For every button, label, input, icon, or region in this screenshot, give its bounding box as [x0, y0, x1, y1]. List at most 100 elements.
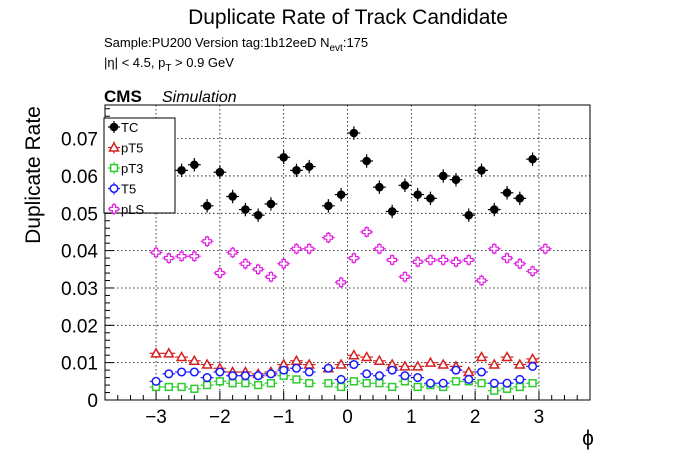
- data-point: [202, 201, 212, 211]
- data-point: [349, 128, 359, 138]
- data-point: [175, 351, 188, 362]
- y-tick-label: 0.01: [61, 354, 98, 375]
- nevt-value: :175: [343, 35, 368, 50]
- data-point: [411, 360, 424, 371]
- data-point: [349, 359, 359, 370]
- data-point: [375, 379, 384, 388]
- cms-label: CMS: [104, 87, 142, 106]
- data-point: [189, 367, 199, 377]
- data-point: [464, 374, 474, 385]
- legend-marker: [109, 163, 119, 173]
- data-point: [502, 253, 512, 263]
- data-point: [189, 251, 200, 262]
- legend-item: TC: [108, 120, 138, 135]
- data-point: [253, 264, 263, 275]
- data-point: [228, 371, 238, 381]
- data-point: [177, 367, 187, 377]
- data-point: [323, 363, 333, 373]
- cut-info: |η| < 4.5, pT > 0.9 GeV: [104, 55, 234, 74]
- data-point: [349, 253, 359, 263]
- x-axis-label: ϕ: [582, 427, 594, 450]
- data-point: [291, 243, 302, 254]
- pt-subscript: T: [165, 63, 171, 74]
- data-point: [362, 156, 371, 166]
- data-point: [177, 166, 186, 175]
- data-point: [489, 243, 500, 254]
- data-point: [387, 255, 397, 265]
- legend-label: pLS: [121, 202, 144, 217]
- data-point: [501, 351, 513, 362]
- data-point: [438, 171, 448, 181]
- data-point: [241, 379, 250, 388]
- y-tick-label: 0.02: [61, 316, 98, 337]
- data-point: [164, 369, 174, 379]
- data-point: [399, 360, 411, 371]
- data-point: [387, 365, 397, 375]
- data-marks: [149, 126, 552, 395]
- legend-marker: [109, 122, 119, 132]
- x-tick-label: 1: [406, 407, 417, 428]
- series-t5: [149, 359, 539, 388]
- data-point: [475, 351, 488, 362]
- data-point: [361, 227, 372, 237]
- data-point: [477, 379, 486, 388]
- y-tick-label: 0.03: [61, 279, 98, 300]
- data-point: [451, 365, 461, 375]
- sample-text: Sample:PU200 Version tag:1b12eeD N: [104, 35, 329, 50]
- x-tick-label: 3: [534, 407, 545, 428]
- y-tick-label: 0.05: [61, 204, 98, 225]
- data-point: [190, 160, 199, 170]
- data-point: [202, 373, 212, 383]
- data-point: [400, 180, 410, 190]
- data-point: [362, 379, 371, 388]
- data-point: [335, 358, 347, 369]
- legend-label: pT3: [121, 161, 143, 176]
- data-point: [279, 152, 288, 162]
- data-point: [362, 369, 372, 379]
- data-point: [176, 251, 187, 262]
- series-pls: [149, 226, 552, 288]
- data-point: [375, 182, 384, 192]
- legend-item: pT5: [108, 141, 143, 156]
- data-point: [201, 358, 213, 369]
- cut-pt-text: > 0.9 GeV: [171, 55, 234, 70]
- data-point: [348, 349, 360, 360]
- data-point: [202, 380, 212, 390]
- data-point: [515, 258, 525, 269]
- data-point: [463, 255, 474, 265]
- data-point: [336, 374, 346, 385]
- x-tick-label: 0: [342, 407, 353, 428]
- data-point: [373, 354, 386, 366]
- y-axis-label: Duplicate Rate: [22, 106, 45, 244]
- legend-marker: [108, 141, 120, 152]
- x-tick-label: −3: [145, 407, 167, 428]
- data-point: [253, 371, 263, 381]
- data-point: [278, 258, 289, 269]
- data-point: [253, 210, 263, 220]
- series-pt3: [149, 371, 539, 395]
- data-point: [215, 377, 225, 386]
- data-point: [360, 351, 373, 362]
- data-point: [164, 253, 174, 263]
- tick-labels: −3 −2 −1 0 1 2 3 0 0.01 0.02 0.03 0.04 0.05 0.06 0.07: [61, 130, 544, 428]
- data-point: [413, 382, 422, 392]
- data-point: [374, 243, 385, 254]
- data-point: [425, 255, 436, 265]
- data-point: [336, 190, 346, 199]
- data-point: [540, 243, 551, 254]
- data-point: [527, 266, 538, 276]
- y-tick-label: 0.04: [61, 242, 98, 263]
- legend-label: pT5: [121, 141, 143, 156]
- data-point: [528, 361, 538, 371]
- data-point: [336, 382, 346, 392]
- data-point: [438, 255, 449, 265]
- x-tick-label: −1: [273, 407, 295, 428]
- data-point: [188, 354, 201, 366]
- data-point: [177, 382, 186, 392]
- data-point: [292, 375, 301, 384]
- data-point: [227, 247, 238, 258]
- data-point: [464, 210, 474, 220]
- data-point: [502, 378, 512, 388]
- data-point: [515, 374, 525, 385]
- data-point: [488, 358, 501, 369]
